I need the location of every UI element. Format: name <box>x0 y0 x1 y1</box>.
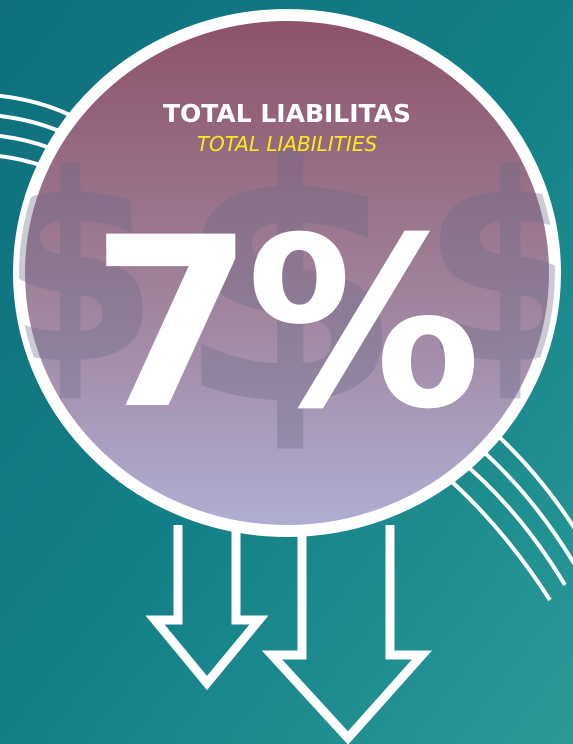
arrows <box>145 525 433 744</box>
circle <box>13 9 561 537</box>
svg-text:$: $ <box>420 120 573 422</box>
title: TOTAL LIABILITAS <box>163 99 411 128</box>
svg-text:$: $ <box>0 120 160 422</box>
percentage: 7% <box>91 188 475 461</box>
dollar-signs: $ $ $ <box>0 94 573 478</box>
svg-text:$: $ <box>175 94 405 478</box>
subtitle: TOTAL LIABILITIES <box>197 132 378 156</box>
